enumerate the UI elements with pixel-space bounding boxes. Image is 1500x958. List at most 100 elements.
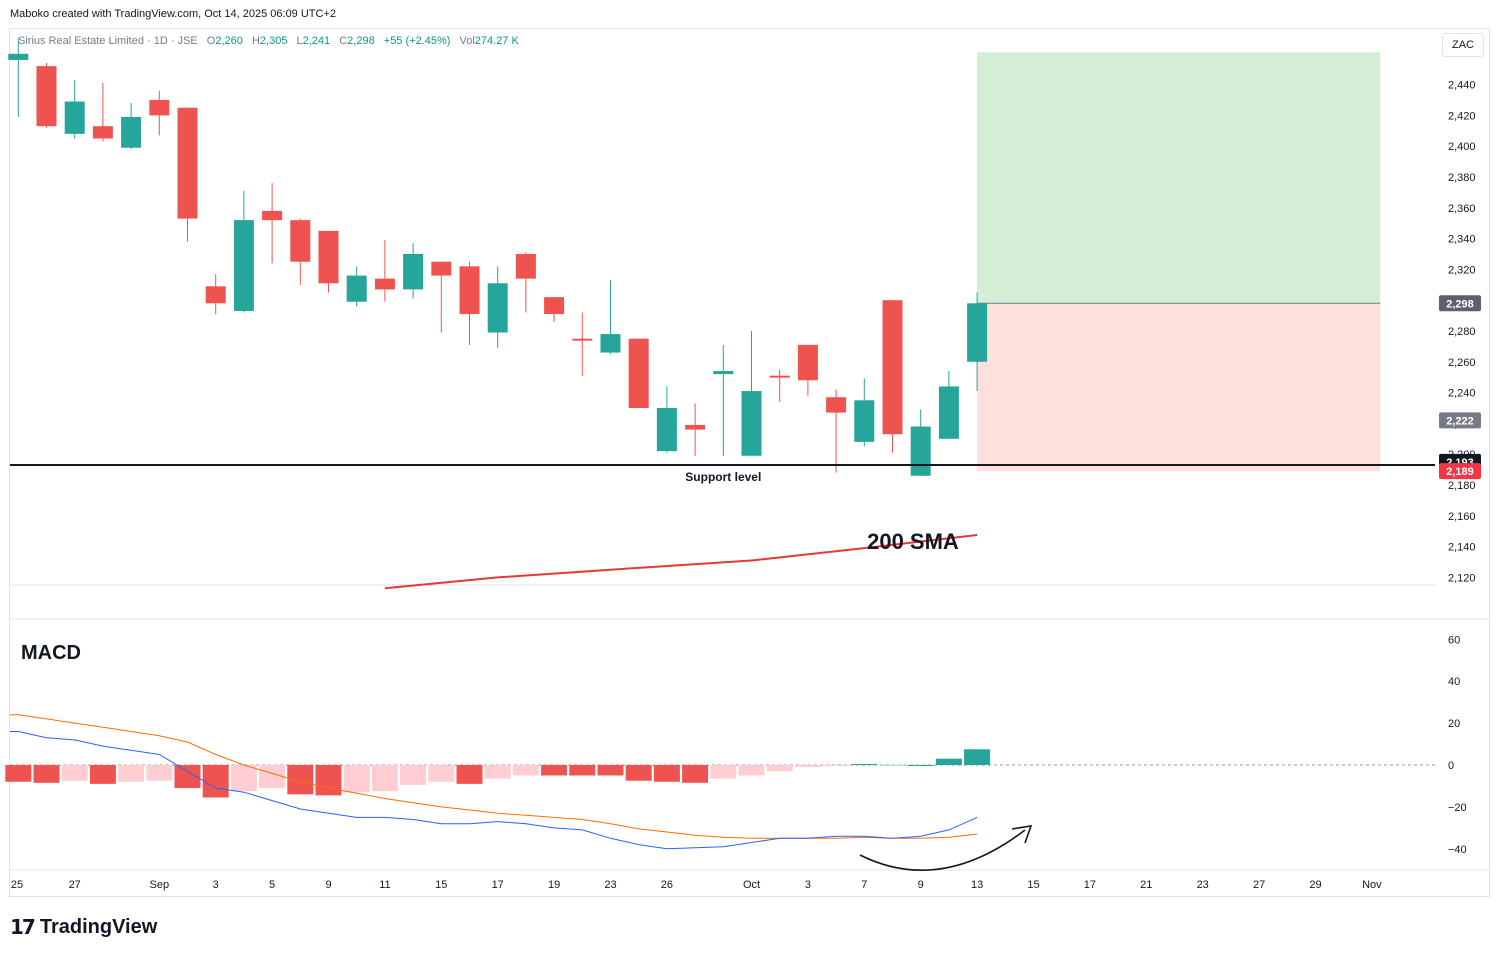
macd-histogram-bar bbox=[738, 765, 765, 776]
macd-histogram-bar bbox=[118, 765, 145, 782]
candle bbox=[290, 218, 311, 285]
candle-body bbox=[346, 275, 367, 302]
macd-histogram-bar bbox=[456, 765, 483, 784]
profit-target-zone bbox=[977, 52, 1381, 304]
macd-histogram-bar bbox=[61, 765, 88, 781]
time-tick-label: Sep bbox=[150, 879, 170, 891]
macd-histogram-bar bbox=[964, 749, 991, 765]
candle bbox=[64, 79, 85, 139]
price-tick-label: 2,240 bbox=[1448, 388, 1476, 400]
macd-histogram-bar bbox=[653, 765, 680, 782]
macd-histogram-bar bbox=[512, 765, 539, 776]
candle-body bbox=[318, 230, 339, 284]
price-tick-label: 2,140 bbox=[1448, 542, 1476, 554]
price-badge: 2,298 bbox=[1439, 295, 1481, 312]
price-tick-label: 2,180 bbox=[1448, 480, 1476, 492]
macd-histogram-bar bbox=[146, 765, 173, 781]
candle-body bbox=[713, 371, 734, 375]
candles bbox=[8, 38, 988, 476]
price-tick-label: 2,280 bbox=[1448, 326, 1476, 338]
candle-body bbox=[290, 220, 311, 262]
candle-body bbox=[431, 261, 452, 276]
candle bbox=[769, 369, 790, 402]
macd-histogram-bar bbox=[597, 765, 624, 776]
sma-label: 200 SMA bbox=[867, 529, 959, 554]
macd-tick-label: 20 bbox=[1448, 718, 1460, 730]
candle-body bbox=[628, 338, 649, 408]
candle bbox=[797, 344, 818, 396]
legend-low-value: 2,241 bbox=[302, 35, 331, 47]
price-badge: 2,189 bbox=[1439, 463, 1481, 480]
candle-body bbox=[910, 426, 931, 476]
sma-layer: 200 SMA bbox=[384, 529, 978, 590]
candle-body bbox=[544, 297, 565, 315]
macd-histogram-bar bbox=[794, 765, 821, 768]
candle-body bbox=[205, 286, 226, 304]
macd-histogram-bar bbox=[879, 765, 906, 766]
support-layer: Support level bbox=[10, 463, 1435, 484]
time-tick-label: 26 bbox=[661, 879, 673, 891]
macd-histogram-bar bbox=[625, 765, 652, 781]
macd-tick-label: 60 bbox=[1448, 634, 1460, 646]
candle bbox=[544, 297, 565, 322]
time-tick-label: 15 bbox=[1027, 879, 1039, 891]
time-tick-label: 27 bbox=[69, 879, 81, 891]
tradingview-logo[interactable]: 17 TradingView bbox=[10, 915, 157, 939]
symbol-legend: Sirius Real Estate Limited · 1D · JSE O2… bbox=[18, 35, 519, 47]
candle bbox=[628, 338, 649, 408]
candle-body bbox=[656, 408, 677, 452]
price-badge-label: 2,189 bbox=[1446, 466, 1474, 478]
candle bbox=[882, 300, 903, 453]
price-badge-label: 2,222 bbox=[1446, 415, 1474, 427]
currency-button[interactable]: ZAC bbox=[1442, 33, 1484, 57]
macd-histogram-bar bbox=[315, 765, 342, 796]
time-axis: 25 27 Sep 3 5 9 11 15 17 19 23 26 Oct 3 7 9 13 15 17 21 23 27… bbox=[11, 879, 1382, 891]
macd-histogram-bar bbox=[484, 765, 511, 779]
candle-body bbox=[403, 254, 424, 290]
candle-body bbox=[177, 107, 198, 219]
time-tick-label: 17 bbox=[492, 879, 504, 891]
candle bbox=[685, 403, 706, 456]
candle-body bbox=[459, 266, 480, 315]
candle-body bbox=[938, 386, 959, 439]
legend-volume-label: Vol bbox=[459, 35, 475, 47]
macd-tick-label: −40 bbox=[1448, 844, 1467, 856]
time-tick-label: 17 bbox=[1084, 879, 1096, 891]
candle bbox=[515, 252, 536, 313]
candle-body bbox=[8, 53, 29, 60]
candle bbox=[459, 261, 480, 345]
legend-high-label: H bbox=[251, 35, 260, 47]
price-tick-label: 2,160 bbox=[1448, 511, 1476, 523]
macd-histogram-bar bbox=[202, 765, 229, 798]
time-tick-label: 11 bbox=[379, 879, 390, 891]
macd-title: MACD bbox=[21, 642, 81, 664]
price-tick-label: 2,400 bbox=[1448, 141, 1476, 153]
legend-open-value: 2,260 bbox=[215, 35, 243, 47]
price-tick-label: 2,320 bbox=[1448, 264, 1476, 276]
macd-tick-label: 0 bbox=[1448, 760, 1454, 772]
tradingview-logo-icon: 17 bbox=[10, 915, 36, 939]
candle bbox=[487, 266, 508, 348]
candle bbox=[854, 378, 875, 447]
macd-histogram-bar bbox=[935, 758, 962, 765]
macd-histogram-bar bbox=[343, 765, 370, 793]
position-zones bbox=[977, 52, 1381, 472]
time-tick-label: 13 bbox=[971, 879, 983, 891]
candle-body bbox=[149, 100, 170, 116]
candle bbox=[656, 386, 677, 453]
candle-body bbox=[854, 400, 875, 442]
candle-body bbox=[769, 375, 790, 378]
time-tick-label: 29 bbox=[1309, 879, 1321, 891]
candle bbox=[741, 331, 762, 456]
sma-200-line bbox=[384, 534, 978, 590]
candle bbox=[36, 63, 57, 128]
chart-frame bbox=[9, 28, 1490, 897]
legend-symbol[interactable]: Sirius Real Estate Limited · 1D · JSE bbox=[18, 35, 198, 47]
candle bbox=[938, 371, 959, 439]
candle bbox=[121, 103, 142, 150]
time-tick-label: 7 bbox=[861, 879, 867, 891]
macd-histogram-bar bbox=[682, 765, 709, 783]
legend-close-label: C bbox=[339, 35, 348, 47]
macd-histogram-bar bbox=[541, 765, 568, 776]
